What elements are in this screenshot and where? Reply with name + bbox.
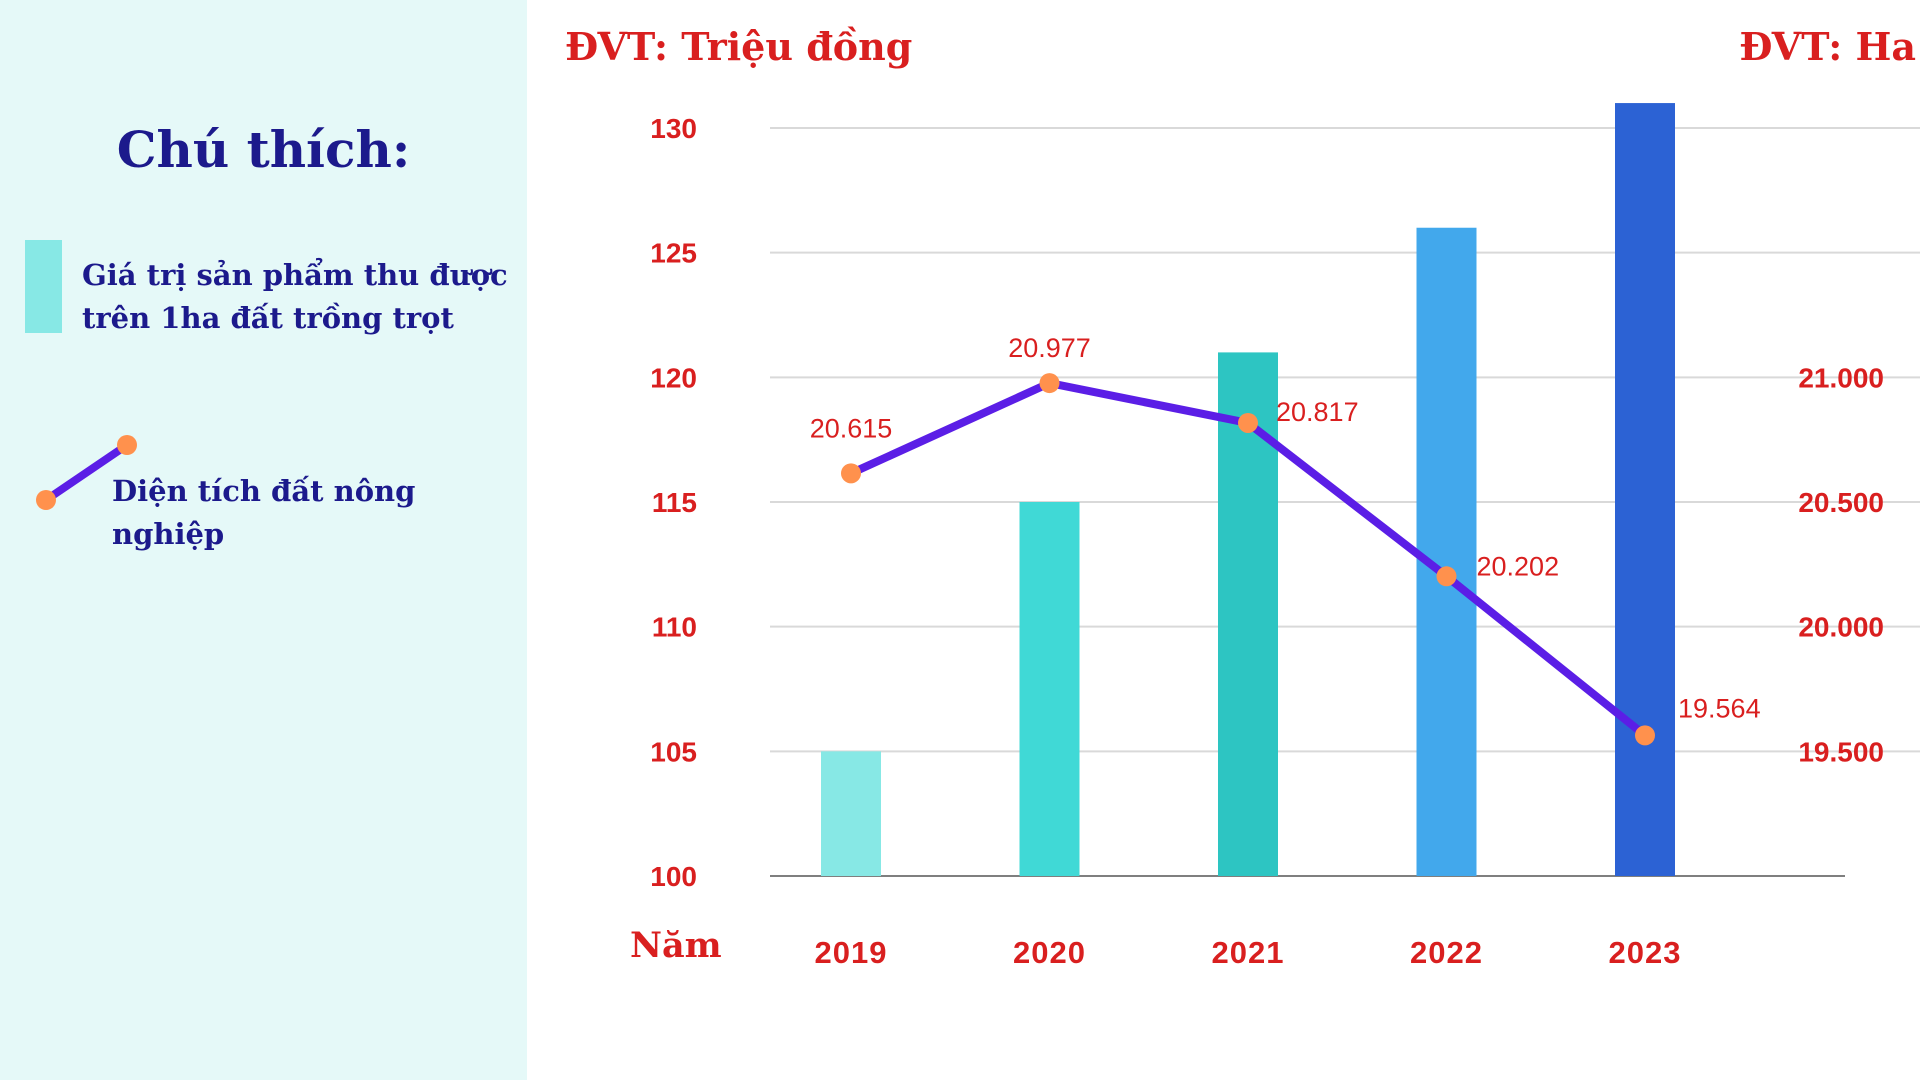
- left-tick-label: 115: [652, 487, 697, 518]
- bar: [821, 751, 881, 876]
- data-label: 19.564: [1678, 693, 1761, 723]
- bar: [1416, 227, 1477, 876]
- left-tick-label: 125: [650, 238, 697, 269]
- left-tick-label: 120: [650, 362, 697, 393]
- left-tick-label: 130: [650, 113, 697, 144]
- x-axis-title: Năm: [630, 925, 722, 966]
- line-point: [1039, 373, 1060, 394]
- legend-line-label: Diện tích đất nông nghiệp: [112, 474, 416, 551]
- right-axis-unit-label: ĐVT: Ha: [1739, 24, 1916, 69]
- legend-line-icon: [36, 435, 137, 510]
- line-point: [1436, 566, 1457, 587]
- right-tick-label: 19.500: [1798, 736, 1884, 767]
- data-label: 20.202: [1477, 551, 1560, 581]
- legend-title: Chú thích:: [116, 120, 411, 179]
- bar: [1019, 502, 1080, 876]
- data-label: 20.817: [1276, 397, 1359, 427]
- right-tick-label: 20.000: [1798, 612, 1884, 643]
- right-tick-label: 21.000: [1798, 362, 1884, 393]
- left-tick-label: 105: [650, 736, 697, 767]
- legend-panel: Chú thích: Giá trị sản phẩm thu được trê…: [0, 0, 527, 1080]
- line-point: [1238, 412, 1258, 433]
- left-axis-unit-label: ĐVT: Triệu đồng: [565, 24, 913, 69]
- data-label: 20.615: [810, 413, 893, 443]
- x-tick-label: 2021: [1212, 935, 1285, 970]
- line-point: [841, 463, 861, 484]
- bar: [1615, 103, 1675, 877]
- legend-bar-swatch: [25, 240, 62, 333]
- right-tick-label: 20.500: [1798, 487, 1884, 518]
- legend-bar-label: Giá trị sản phẩm thu được trên 1ha đất t…: [82, 258, 508, 335]
- x-tick-label: 2022: [1410, 935, 1483, 970]
- left-tick-label: 110: [652, 612, 697, 643]
- line-point: [1635, 725, 1655, 746]
- x-tick-label: 2023: [1609, 935, 1682, 970]
- left-tick-label: 100: [650, 861, 697, 892]
- x-tick-label: 2020: [1013, 935, 1086, 970]
- x-tick-label: 2019: [815, 935, 888, 970]
- data-label: 20.977: [1008, 333, 1091, 363]
